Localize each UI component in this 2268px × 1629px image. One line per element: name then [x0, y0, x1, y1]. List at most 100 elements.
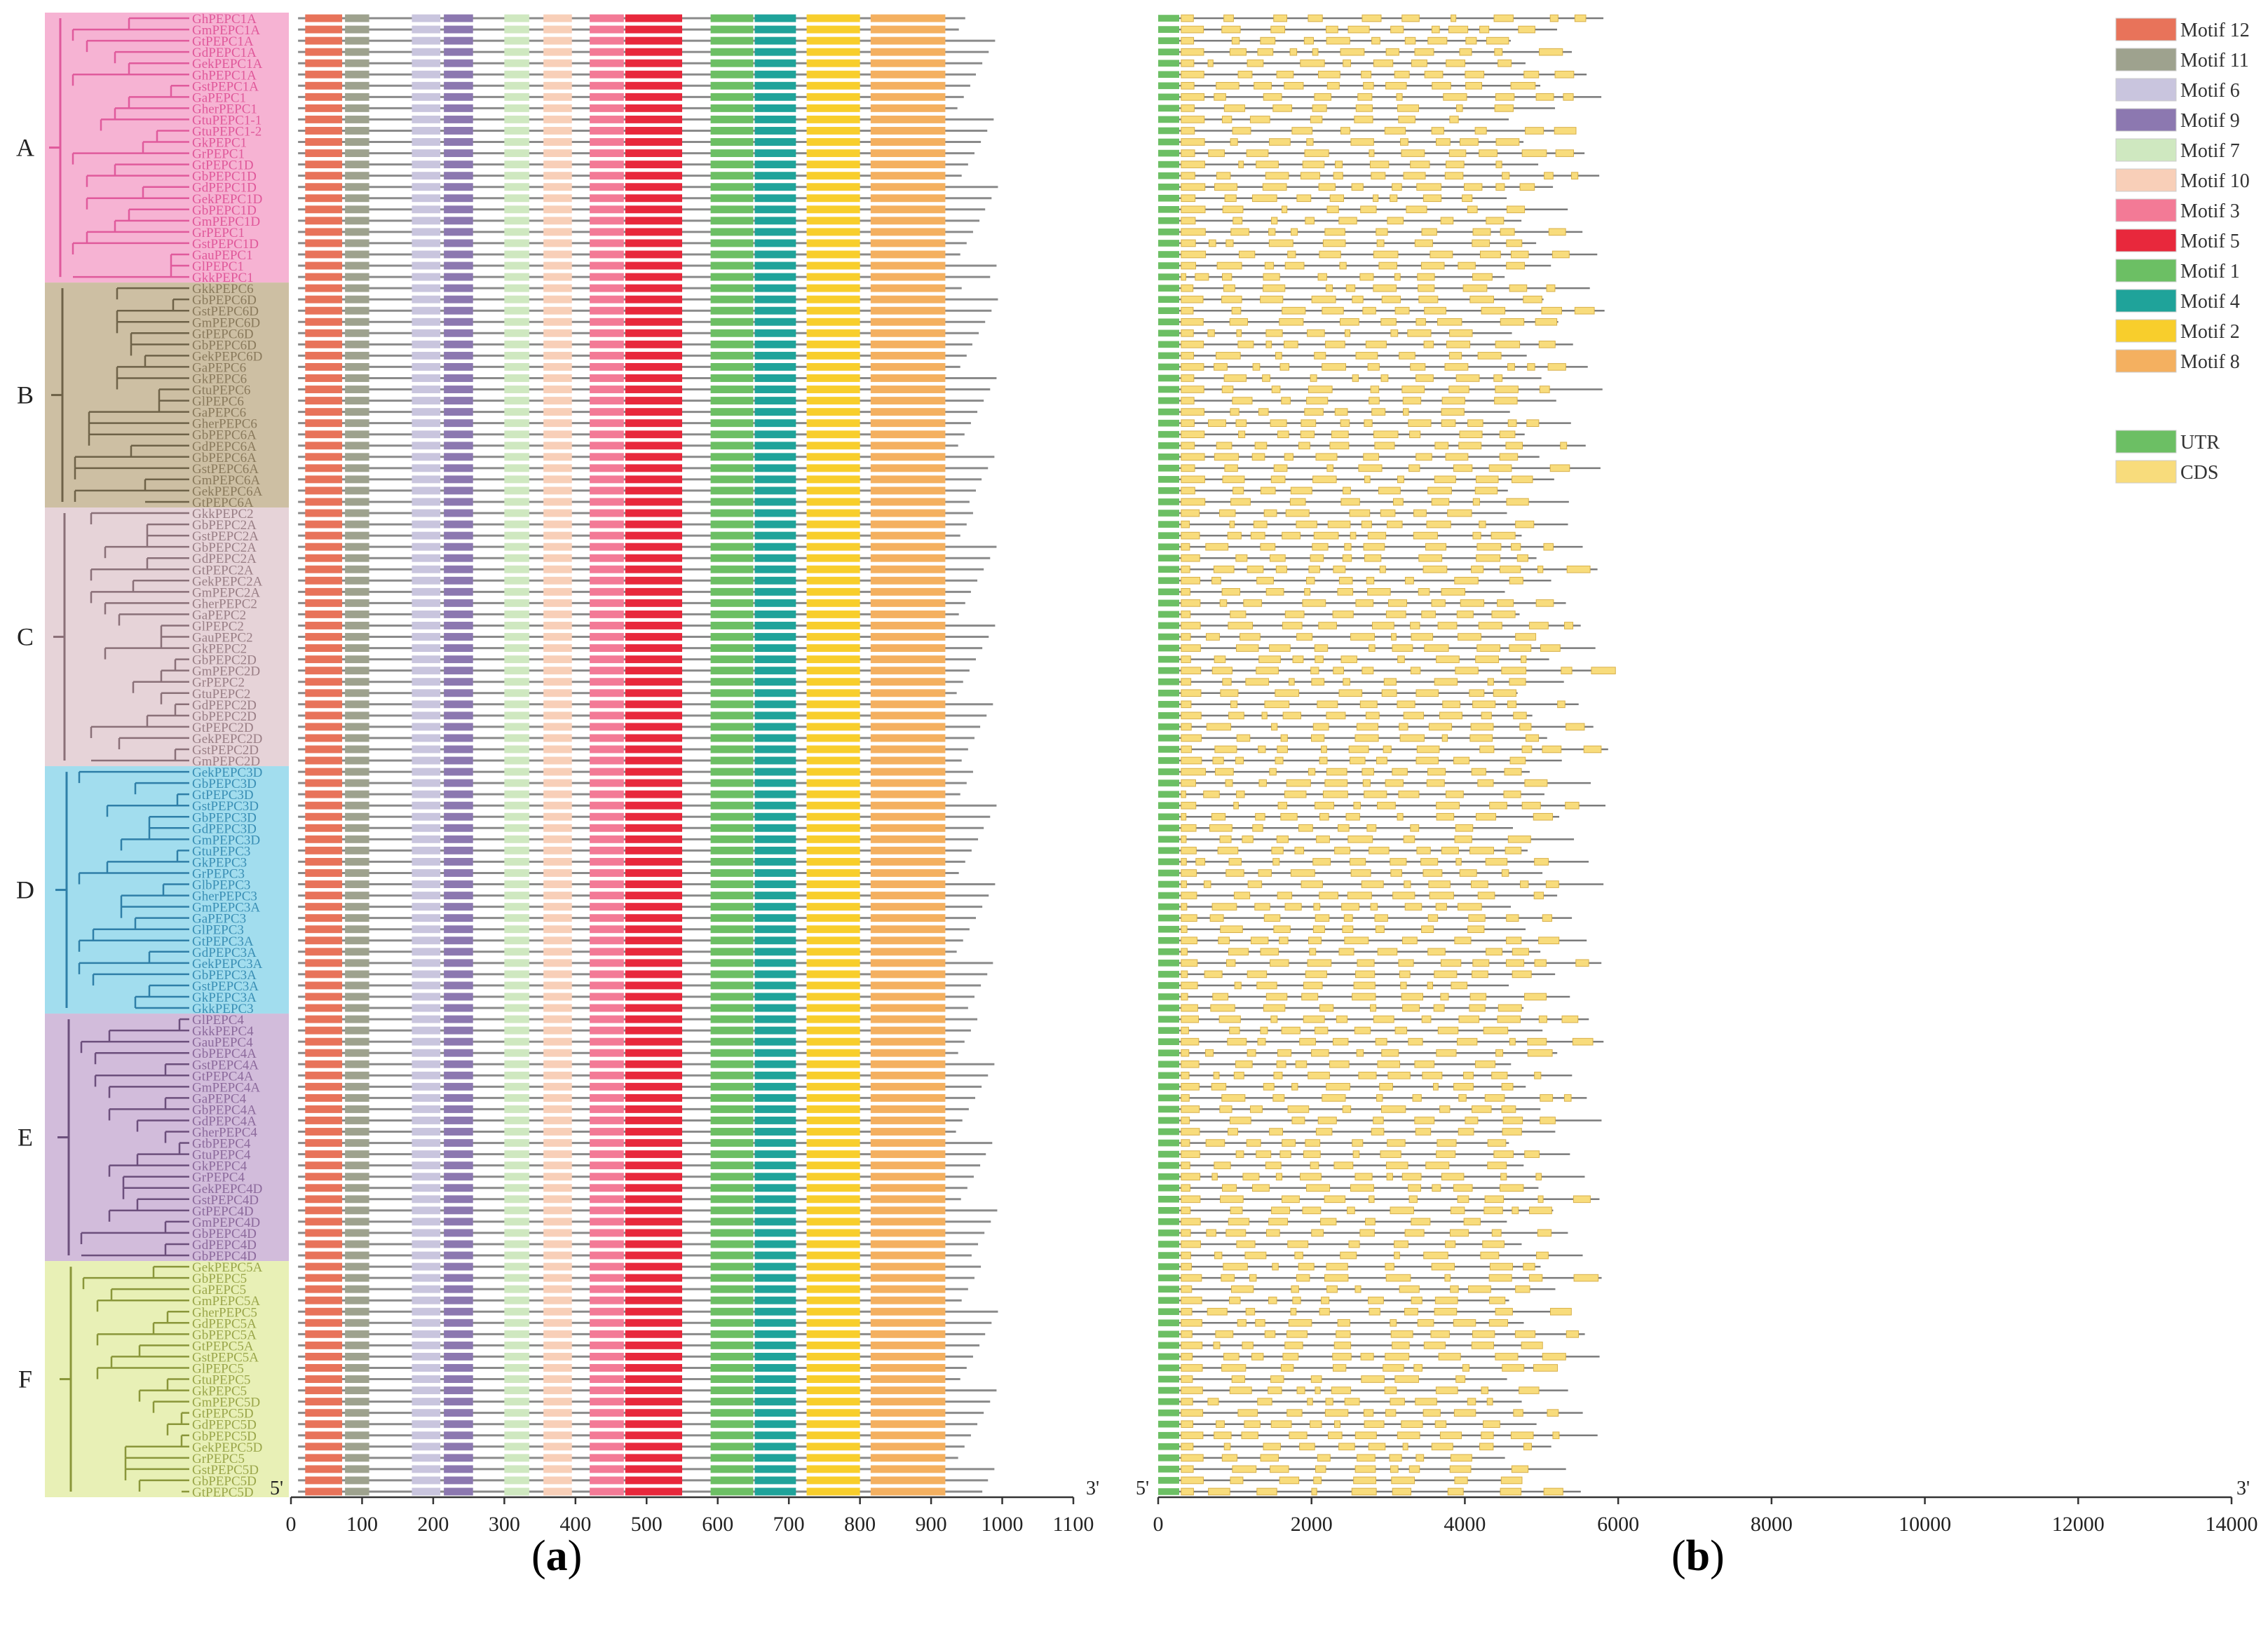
- motif-box: [543, 59, 572, 67]
- motif-box: [625, 486, 682, 495]
- gene-label: GbPEPC1D: [192, 170, 257, 184]
- motif-box: [625, 261, 682, 270]
- cds-box: [1256, 1487, 1277, 1496]
- cds-box: [1181, 768, 1207, 776]
- cds-box: [1392, 892, 1415, 899]
- motif-box: [590, 599, 624, 607]
- utr-box: [1158, 1083, 1179, 1091]
- axis-a-tick-label: 1000: [982, 1513, 1024, 1536]
- motif-box: [412, 509, 441, 517]
- cds-box: [1181, 1364, 1203, 1372]
- cds-box: [1181, 329, 1194, 337]
- cds-box: [1181, 1218, 1201, 1226]
- motif-box: [345, 723, 369, 731]
- motif-box: [710, 981, 754, 990]
- cds-box: [1498, 1004, 1522, 1012]
- cds-box: [1332, 1353, 1352, 1361]
- cds-box: [1509, 1037, 1516, 1046]
- cds-box: [1258, 779, 1267, 787]
- utr-box: [1158, 993, 1179, 1000]
- cds-box: [1216, 442, 1233, 450]
- motif-box: [754, 1262, 796, 1271]
- legend-swatch: [2115, 319, 2177, 343]
- cds-box: [1459, 138, 1479, 146]
- motif-box: [806, 329, 860, 337]
- motif-box: [590, 329, 624, 337]
- cds-box: [1404, 36, 1416, 45]
- cds-box: [1310, 1375, 1322, 1383]
- motif-box: [625, 93, 682, 101]
- cds-box: [1362, 14, 1382, 22]
- motif-box: [806, 1060, 860, 1068]
- utr-box: [1158, 532, 1179, 539]
- cds-box: [1366, 824, 1377, 832]
- motif-box: [412, 779, 441, 787]
- motif-box: [444, 1161, 473, 1170]
- cds-box: [1479, 520, 1486, 529]
- motif-box: [345, 1420, 369, 1429]
- cds-box: [1273, 464, 1288, 472]
- motif-box: [345, 520, 369, 529]
- cds-box: [1347, 1206, 1355, 1215]
- cds-box: [1369, 644, 1376, 652]
- motif-box: [345, 1375, 369, 1383]
- utr-box: [1158, 183, 1179, 191]
- cds-box: [1269, 554, 1286, 562]
- motif-box: [504, 678, 529, 686]
- motif-box: [543, 1364, 572, 1372]
- motif-box: [710, 734, 754, 742]
- cds-box: [1451, 14, 1457, 22]
- cds-box: [1181, 1465, 1194, 1473]
- cds-box: [1181, 408, 1205, 416]
- cds-box: [1486, 1398, 1493, 1405]
- cds-box: [1228, 948, 1249, 956]
- cds-box: [1221, 295, 1242, 304]
- motif-box: [504, 1296, 529, 1304]
- cds-box: [1520, 880, 1529, 888]
- motif-box: [504, 1093, 529, 1102]
- cds-box: [1408, 1465, 1420, 1473]
- legend-label: Motif 12: [2180, 20, 2250, 41]
- motif-box: [305, 756, 343, 765]
- motif-box: [870, 1206, 946, 1215]
- motif-box: [870, 36, 946, 45]
- motif-box: [345, 790, 369, 798]
- cds-box: [1469, 295, 1494, 304]
- cds-box: [1366, 576, 1375, 585]
- end-3-b: 3': [2236, 1478, 2250, 1499]
- cds-box: [1350, 1184, 1374, 1192]
- motif-box: [754, 1341, 796, 1349]
- cds-box: [1324, 779, 1348, 787]
- utr-box: [1158, 476, 1179, 483]
- motif-box: [345, 1071, 369, 1079]
- cds-box: [1534, 959, 1547, 967]
- cds-box: [1453, 464, 1473, 472]
- cds-box: [1502, 172, 1510, 179]
- cds-box: [1365, 1218, 1376, 1226]
- motif-box: [504, 1454, 529, 1462]
- cds-box: [1181, 1161, 1190, 1169]
- cds-box: [1449, 329, 1473, 337]
- motif-box: [625, 498, 682, 506]
- motif-box: [504, 1173, 529, 1181]
- motif-box: [625, 273, 682, 281]
- motif-box: [710, 1375, 754, 1383]
- motif-box: [345, 565, 369, 573]
- cds-box: [1369, 847, 1390, 854]
- motif-box: [504, 790, 529, 798]
- cds-box: [1394, 1251, 1400, 1260]
- motif-box: [504, 812, 529, 821]
- motif-box: [625, 1026, 682, 1035]
- motif-box: [504, 655, 529, 664]
- cds-box: [1364, 1420, 1385, 1429]
- cds-box: [1383, 678, 1397, 686]
- motif-box: [504, 172, 529, 180]
- motif-box: [625, 801, 682, 810]
- motif-box: [504, 1206, 529, 1215]
- motif-box: [590, 734, 624, 742]
- motif-box: [806, 554, 860, 562]
- cds-box: [1472, 498, 1480, 506]
- utr-box: [1158, 779, 1179, 786]
- motif-box: [710, 1117, 754, 1124]
- cds-box: [1260, 295, 1284, 304]
